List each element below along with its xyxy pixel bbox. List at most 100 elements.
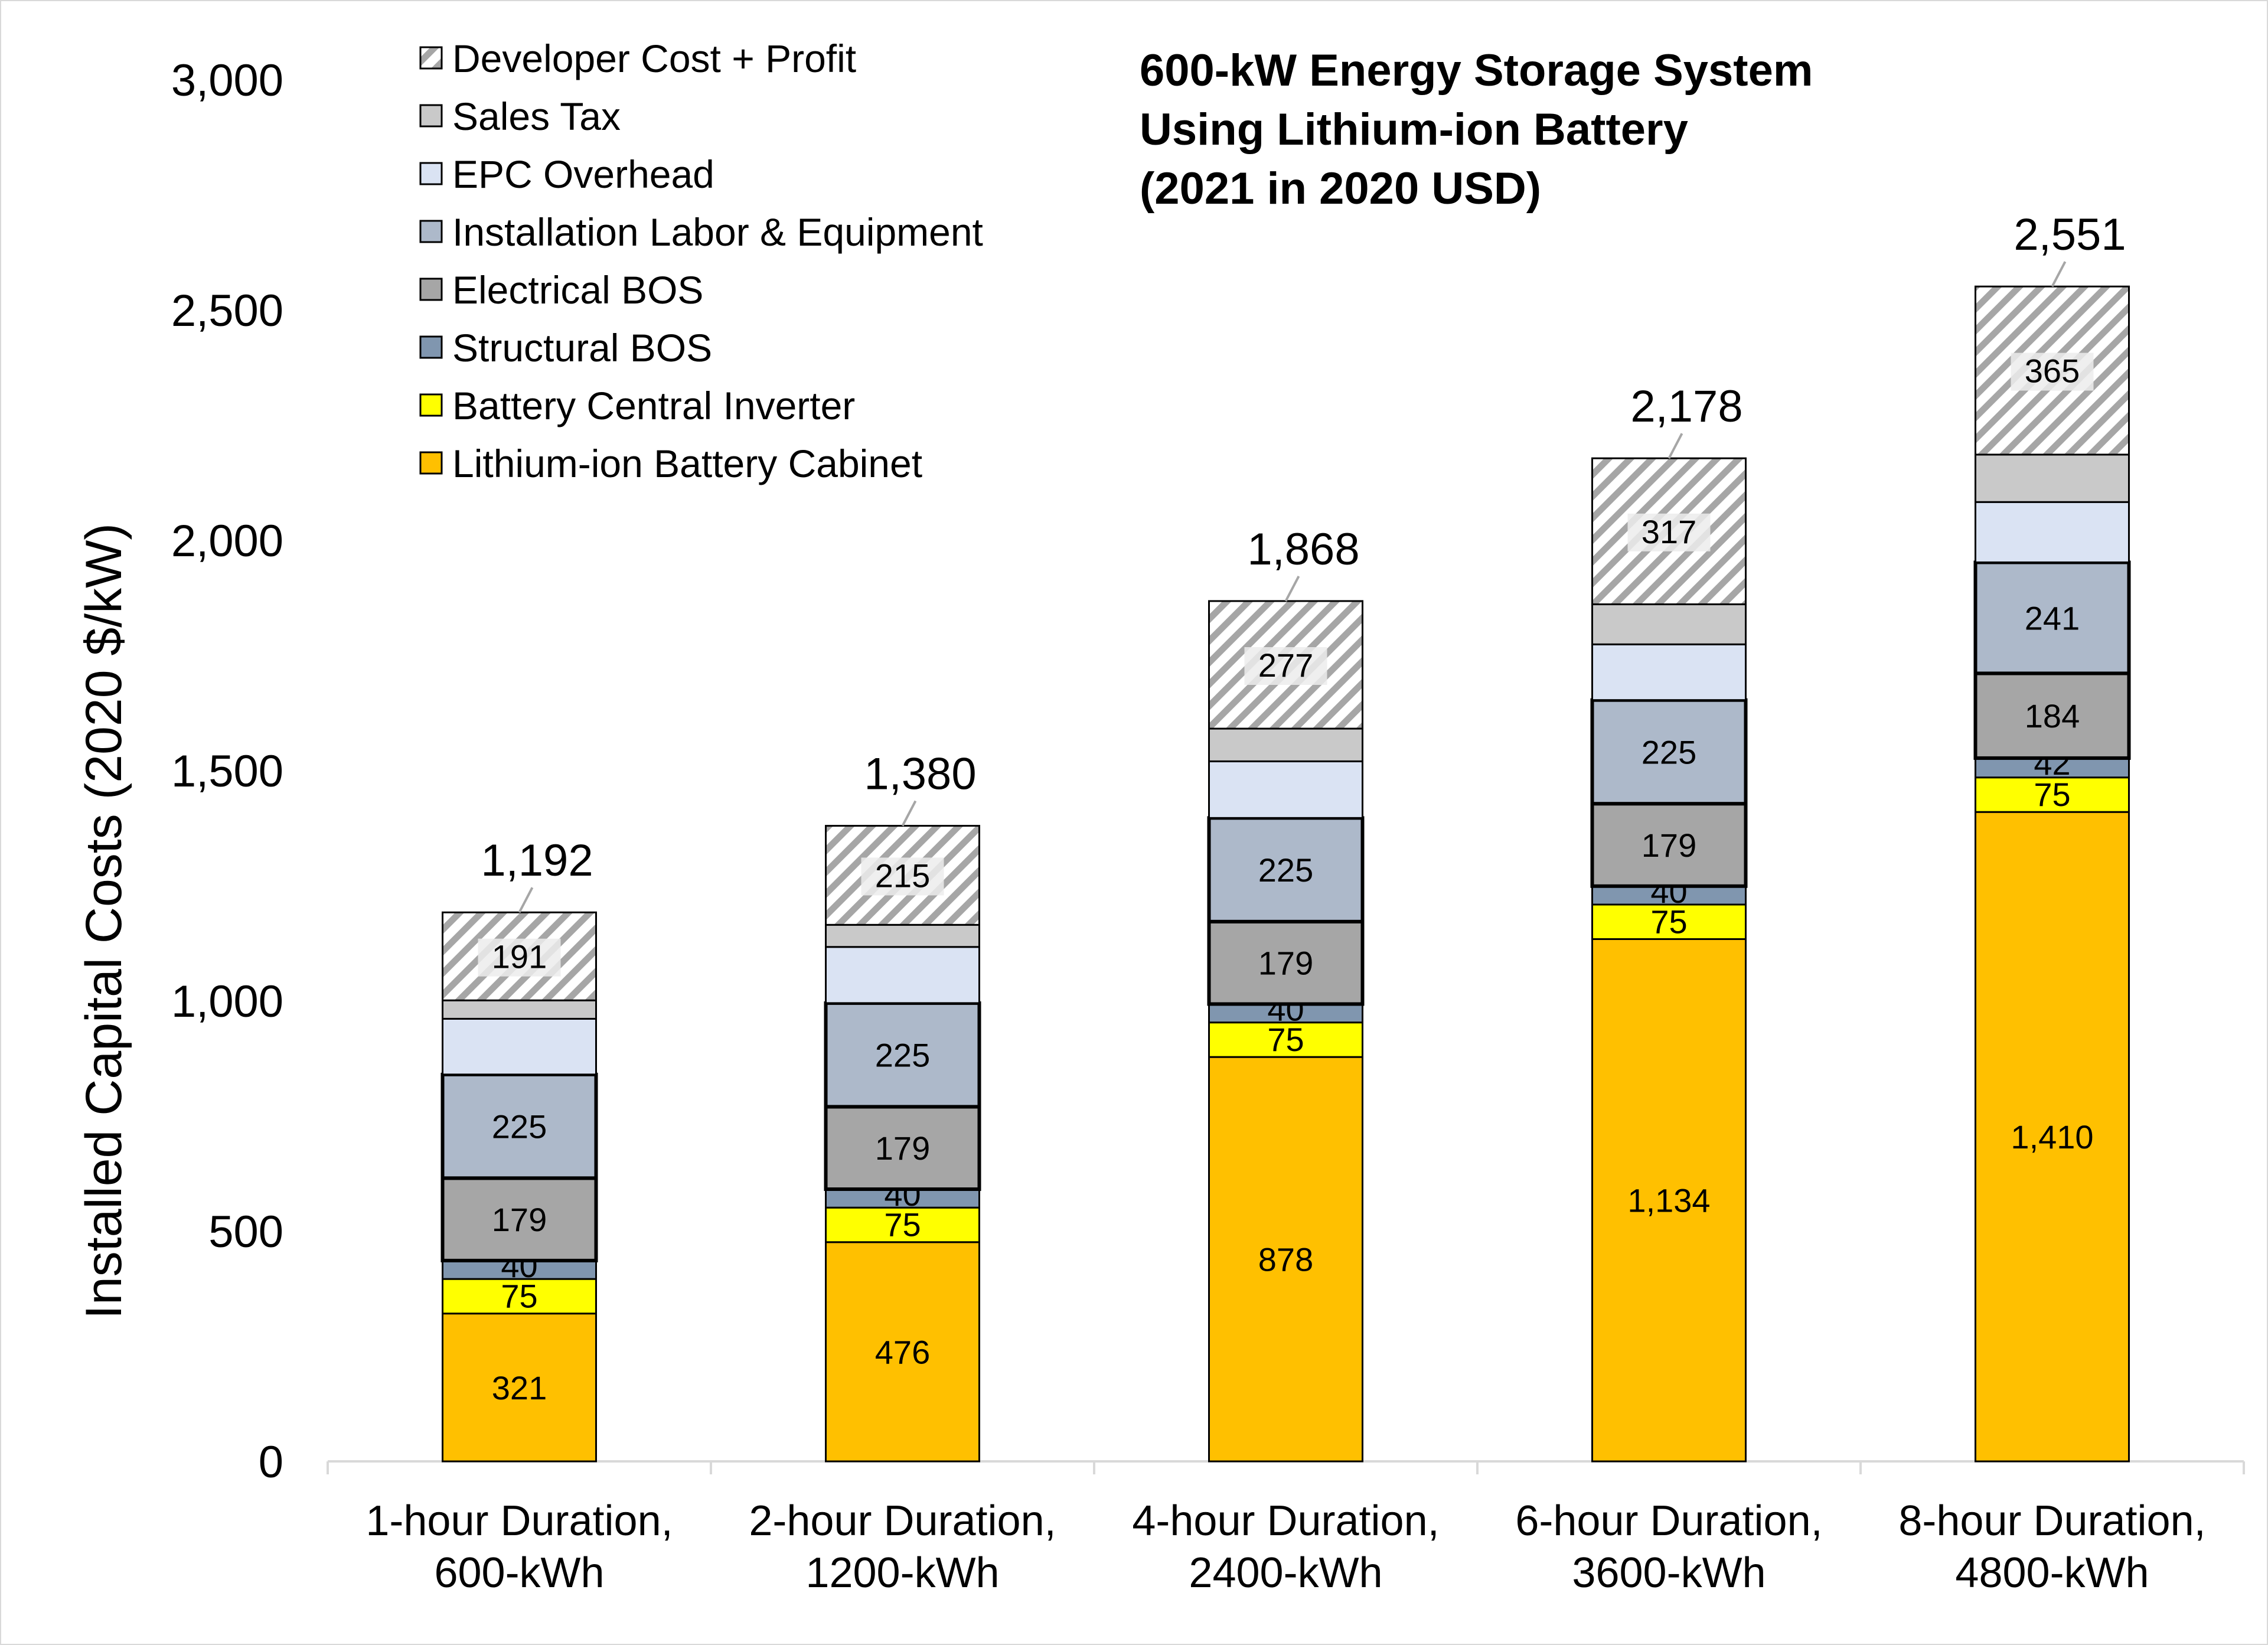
y-tick-label: 2,500 xyxy=(171,286,283,336)
bar-segment-electrical-bos xyxy=(440,1176,598,1262)
bar-segment-lithium-ion-battery-cabinet xyxy=(1208,1056,1363,1463)
label-bg xyxy=(1244,647,1327,685)
legend-swatch xyxy=(419,104,443,128)
bar-segment-sales-tax xyxy=(1975,453,2130,503)
bar-segment-sales-tax xyxy=(1591,603,1747,645)
y-tick-label: 0 xyxy=(259,1437,283,1487)
bar-segment-electrical-bos xyxy=(1207,919,1365,1006)
bar-segment-structural-bos xyxy=(825,1188,980,1209)
chart-title-line: Using Lithium-ion Battery xyxy=(1140,105,1688,155)
legend-swatch xyxy=(419,393,443,417)
legend-label: Lithium-ion Battery Cabinet xyxy=(452,442,922,485)
segment-data-label: 365 xyxy=(2025,352,2080,390)
segment-data-label: 241 xyxy=(2025,599,2080,637)
bar-segment-electrical-bos xyxy=(1590,802,1748,888)
x-tick-label: 6-hour Duration, 3600-kWh xyxy=(1515,1497,1822,1597)
segment-data-label: 321 xyxy=(492,1369,547,1406)
y-axis-label: Installed Capital Costs (2020 $/kW) xyxy=(76,523,132,1319)
segment-data-label: 1,410 xyxy=(2011,1118,2093,1156)
x-tick-label: 1-hour Duration, 600-kWh xyxy=(366,1497,673,1597)
legend-label: EPC Overhead xyxy=(452,152,714,196)
segment-data-label: 225 xyxy=(1642,733,1696,771)
bar-segment-installation-labor-equipment xyxy=(440,1072,598,1180)
chart-title-line: (2021 in 2020 USD) xyxy=(1140,164,1541,214)
segment-data-label: 1,134 xyxy=(1627,1182,1710,1219)
bar-segment-installation-labor-equipment xyxy=(1973,560,2131,675)
legend: Developer Cost + Profit Sales Tax EPC Over… xyxy=(419,37,983,485)
segment-data-label: 179 xyxy=(1258,945,1313,982)
y-tick-label: 500 xyxy=(208,1207,283,1257)
segment-data-label: 215 xyxy=(875,857,930,894)
label-bg xyxy=(2011,352,2094,391)
total-leader-line xyxy=(901,800,917,827)
legend-label: Electrical BOS xyxy=(452,268,703,312)
bar-segment-epc-overhead xyxy=(825,946,980,1004)
x-tick-label: 4-hour Duration, 2400-kWh xyxy=(1132,1497,1439,1597)
segment-data-label: 225 xyxy=(492,1108,547,1145)
legend-swatch xyxy=(419,162,443,185)
x-tick-label: 8-hour Duration, 4800-kWh xyxy=(1898,1497,2205,1597)
chart-title: 600-kW Energy Storage System Using Lithiu… xyxy=(1140,45,1813,214)
bar-segment-battery-central-inverter xyxy=(442,1278,597,1315)
chart-title-line: 600-kW Energy Storage System xyxy=(1140,45,1813,96)
label-bg xyxy=(1627,513,1711,551)
bar-segment-structural-bos xyxy=(1591,885,1747,906)
segment-data-label: 225 xyxy=(1258,851,1313,889)
legend-label: Installation Labor & Equipment xyxy=(452,210,983,254)
legend-label: Sales Tax xyxy=(452,94,621,138)
segment-data-label: 75 xyxy=(2034,776,2070,813)
segment-data-label: 75 xyxy=(501,1278,537,1315)
segment-data-label: 317 xyxy=(1642,513,1696,550)
x-axis: 1-hour Duration, 600-kWh 2-hour Duration, 1… xyxy=(327,1460,2245,1597)
segment-data-label: 75 xyxy=(884,1206,921,1243)
total-leader-line xyxy=(1667,433,1683,459)
bar-segment-structural-bos xyxy=(1975,757,2130,779)
bar-segment-structural-bos xyxy=(442,1259,597,1280)
bar-segment-battery-central-inverter xyxy=(1975,776,2130,813)
total-data-label: 1,192 xyxy=(481,835,593,886)
total-leader-line xyxy=(518,887,534,913)
bar-segment-sales-tax xyxy=(1208,727,1363,762)
legend-swatch xyxy=(419,335,443,359)
y-tick-label: 3,000 xyxy=(171,56,283,106)
segment-data-label: 191 xyxy=(492,938,547,975)
segment-data-label: 179 xyxy=(875,1130,930,1167)
bar-segment-epc-overhead xyxy=(1208,760,1363,819)
total-leader-line xyxy=(1284,576,1300,602)
legend-label: Developer Cost + Profit xyxy=(452,37,856,80)
segment-data-label: 184 xyxy=(2025,697,2080,735)
total-leader-line xyxy=(2051,261,2067,288)
y-tick-label: 1,500 xyxy=(171,746,283,797)
y-tick-label: 1,000 xyxy=(171,977,283,1027)
legend-label: Structural BOS xyxy=(452,326,712,370)
legend-swatch xyxy=(419,451,443,475)
legend-swatch xyxy=(419,220,443,243)
bar-segment-battery-central-inverter xyxy=(1208,1021,1363,1058)
legend-swatch xyxy=(419,46,443,70)
segment-data-label: 179 xyxy=(492,1201,547,1238)
bar-segment-sales-tax xyxy=(442,999,597,1020)
segment-data-label: 225 xyxy=(875,1037,930,1074)
bar-segment-lithium-ion-battery-cabinet xyxy=(1975,811,2130,1463)
bar-segment-lithium-ion-battery-cabinet xyxy=(825,1241,980,1463)
legend-swatch xyxy=(419,278,443,301)
total-data-label: 1,380 xyxy=(864,749,976,799)
segment-data-label: 476 xyxy=(875,1333,930,1370)
total-data-label: 1,868 xyxy=(1247,524,1359,575)
segment-data-label: 878 xyxy=(1258,1241,1313,1278)
label-bg xyxy=(861,857,944,896)
bar-segment-battery-central-inverter xyxy=(825,1206,980,1243)
bar-segment-lithium-ion-battery-cabinet xyxy=(1591,938,1747,1463)
bar-segment-installation-labor-equipment xyxy=(1207,816,1365,923)
bar-segment-installation-labor-equipment xyxy=(1590,698,1748,806)
segment-data-label: 75 xyxy=(1650,903,1687,940)
y-tick-label: 2,000 xyxy=(171,516,283,566)
bar-segment-lithium-ion-battery-cabinet xyxy=(442,1313,597,1463)
bar-segment-installation-labor-equipment xyxy=(824,1001,981,1109)
bar-segment-epc-overhead xyxy=(1591,643,1747,701)
segment-data-label: 179 xyxy=(1642,827,1696,864)
x-tick-label: 2-hour Duration, 1200-kWh xyxy=(749,1497,1056,1597)
legend-label: Battery Central Inverter xyxy=(452,384,855,427)
